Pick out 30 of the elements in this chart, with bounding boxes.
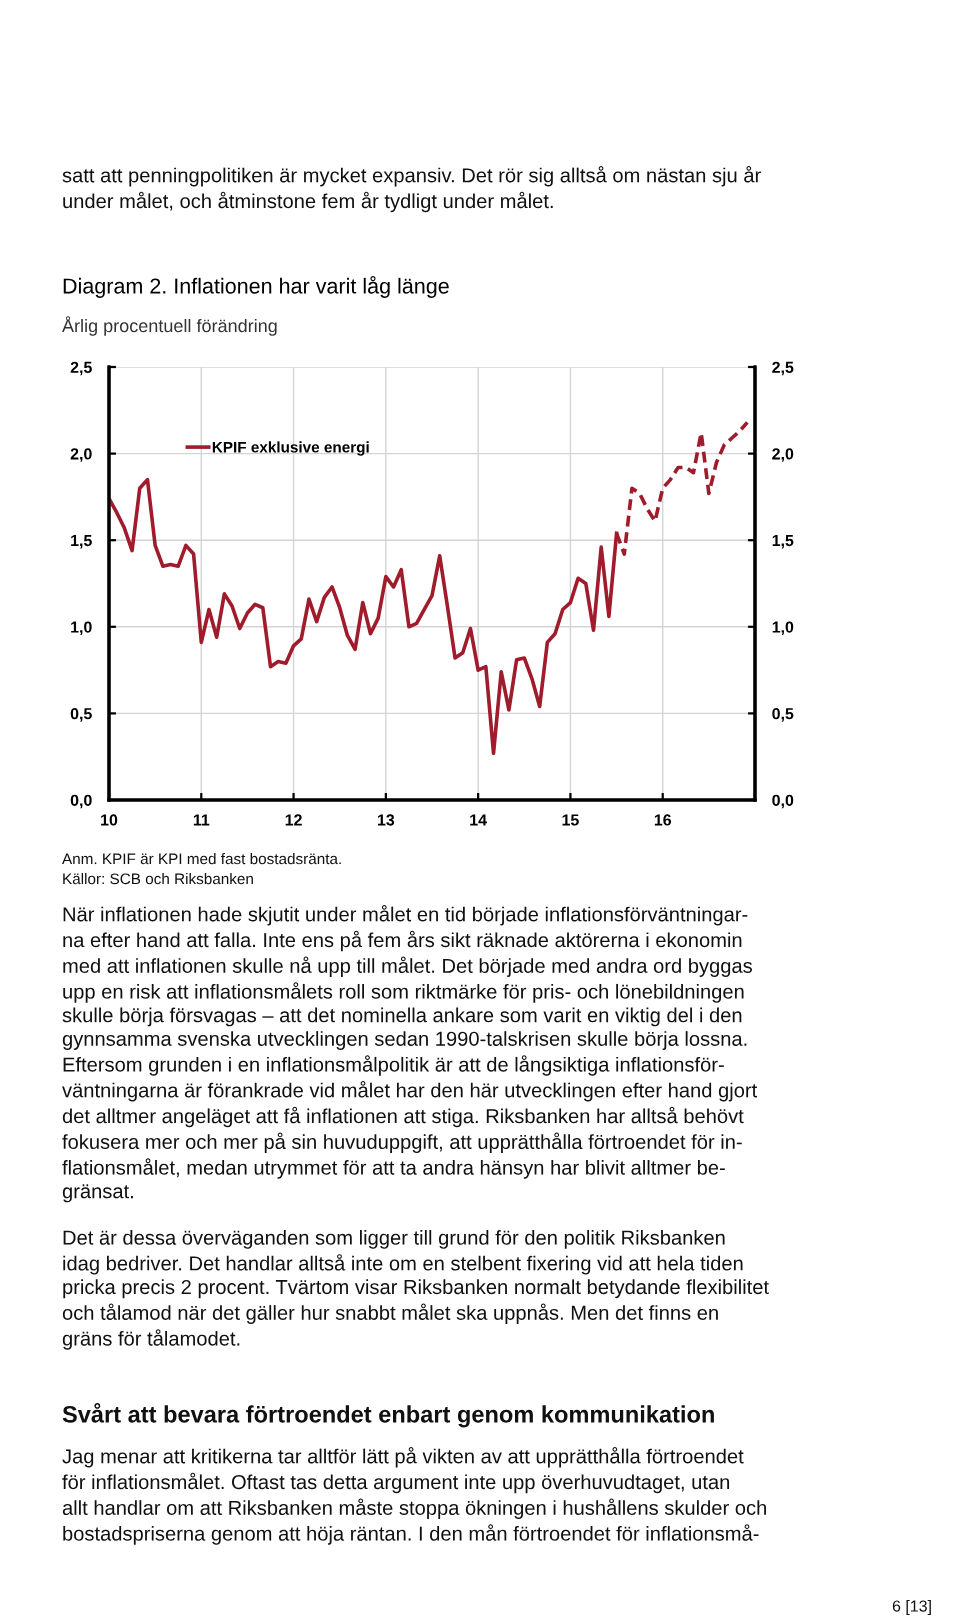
x-tick-label: 11 <box>193 814 210 826</box>
chart-subtitle: Årlig procentuell förändring <box>62 316 277 336</box>
y-tick-label: 1,5 <box>71 535 92 549</box>
y-tick-label: 0,5 <box>70 708 92 722</box>
text: Svårt att bevara förtroendet enbart genom kommunikation <box>62 1403 714 1428</box>
text: När inflationen hade skjutit under målet en tid började inflationsförväntningar- na efter hand att falla. Inte ens på fem års sikt räknade aktörerna i ekonomin med att inflationen skulle nå upp till målet. Det började med andra ord byggas upp en risk att inflationsmålets roll som riktmärke för pris- och lönebildningen skulle börja försvagas – att det nominella ankare som varit en viktig del i den gynnsamma svenska utvecklingen sedan 1990-talskrisen skulle börja lossna. Eftersom grunden i en inflationsmålpolitik är att de långsiktiga inflationsför- väntningarna är förankrade vid målet har den här utvecklingen efter hand gjort det alltmer angeläget att få inflationen att stiga. Riksbanken har alltså behövt fokusera mer och mer på sin huvuduppgift, att upprätthålla förtroendet för in- flationsmålet, medan utrymmet för att ta andra hänsyn har blivit alltmer be- gränsat. <box>62 905 758 1203</box>
y2-tick-label: 2,0 <box>772 448 794 462</box>
x-tick-label: 14 <box>470 814 487 826</box>
chart-title: Diagram 2. Inflationen har varit låg länge <box>63 276 449 298</box>
text: 6 [13] <box>892 1600 931 1615</box>
text: Det är dessa överväganden som ligger till grund för den politik Riksbanken idag bedriver. Det handlar alltså inte om en stelbent fixering vid att hela tiden pricka precis 2 procent. Tvärtom visar Riksbanken normalt betydande flexibilitet och tålamod när det gäller hur snabbt målet ska uppnås. Men det finns en gräns för tålamodet. <box>62 1230 769 1350</box>
legend-label: KPIF exklusive energi <box>212 441 369 456</box>
y2-tick-label: 0,5 <box>772 708 794 722</box>
y2-tick-label: 0,0 <box>772 794 794 809</box>
x-tick-label: 12 <box>285 814 302 826</box>
y-tick-label: 2,0 <box>70 448 92 462</box>
x-tick-label: 15 <box>562 814 579 826</box>
y2-tick-label: 2,5 <box>772 361 794 376</box>
x-tick-label: 16 <box>654 814 672 826</box>
y-tick-label: 0,0 <box>70 794 92 809</box>
x-tick-label: 10 <box>101 814 118 826</box>
y2-tick-label: 1,5 <box>772 535 794 549</box>
text: Anm. KPIF är KPI med fast bostadsränta. <box>62 853 341 865</box>
y2-tick-label: 1,0 <box>772 621 794 636</box>
text: Källor: SCB och Riksbanken <box>63 873 253 885</box>
y-tick-label: 1,0 <box>71 621 92 636</box>
y-tick-label: 2,5 <box>70 361 92 376</box>
x-tick-label: 13 <box>377 814 395 826</box>
text: satt att penningpolitiken är mycket expansiv. Det rör sig alltså om nästan sju år under målet, och åtminstone fem år tydligt under målet. <box>62 166 761 213</box>
text: Jag menar att kritikerna tar alltför lätt på vikten av att upprätthålla förtroendet för inflationsmålet. Oftast tas detta argument inte upp överhuvudtaget, utan allt handlar om att Riksbanken måste stoppa ökningen i hushållens skulder och bostadspriserna genom att höja räntan. I den mån förtroendet för inflationsmå- <box>62 1447 766 1545</box>
